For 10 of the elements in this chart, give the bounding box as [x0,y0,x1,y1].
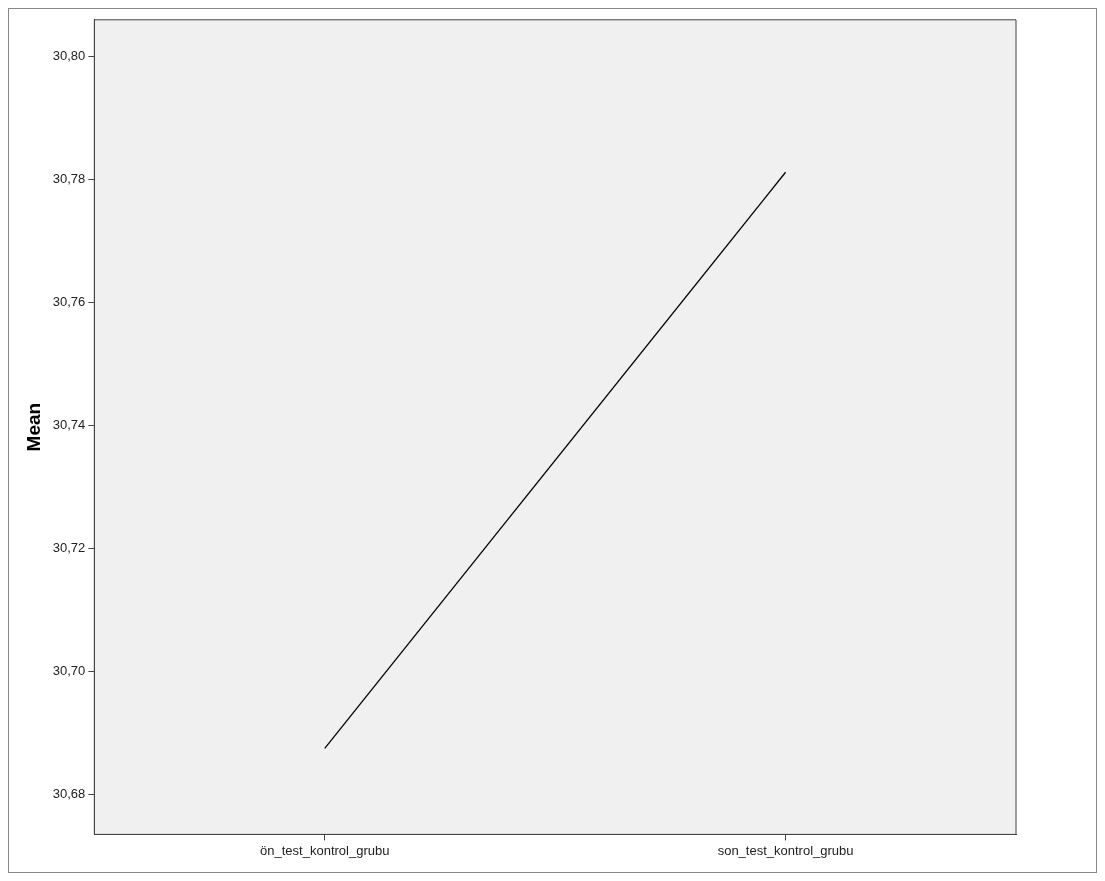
y-tick-label: 30,70 [52,663,86,679]
x-tick-label: ön_test_kontrol_grubu [260,842,390,858]
y-tick-label: 30,80 [52,48,86,64]
x-tick-label: son_test_kontrol_grubu [717,842,854,858]
y-tick-label: 30,72 [52,540,86,556]
y-axis-title: Mean [22,402,44,452]
y-tick-label: 30,74 [52,417,86,433]
y-tick-label: 30,78 [52,171,86,187]
y-tick-label: 30,76 [52,294,86,310]
y-tick-label: 30,68 [52,786,86,802]
